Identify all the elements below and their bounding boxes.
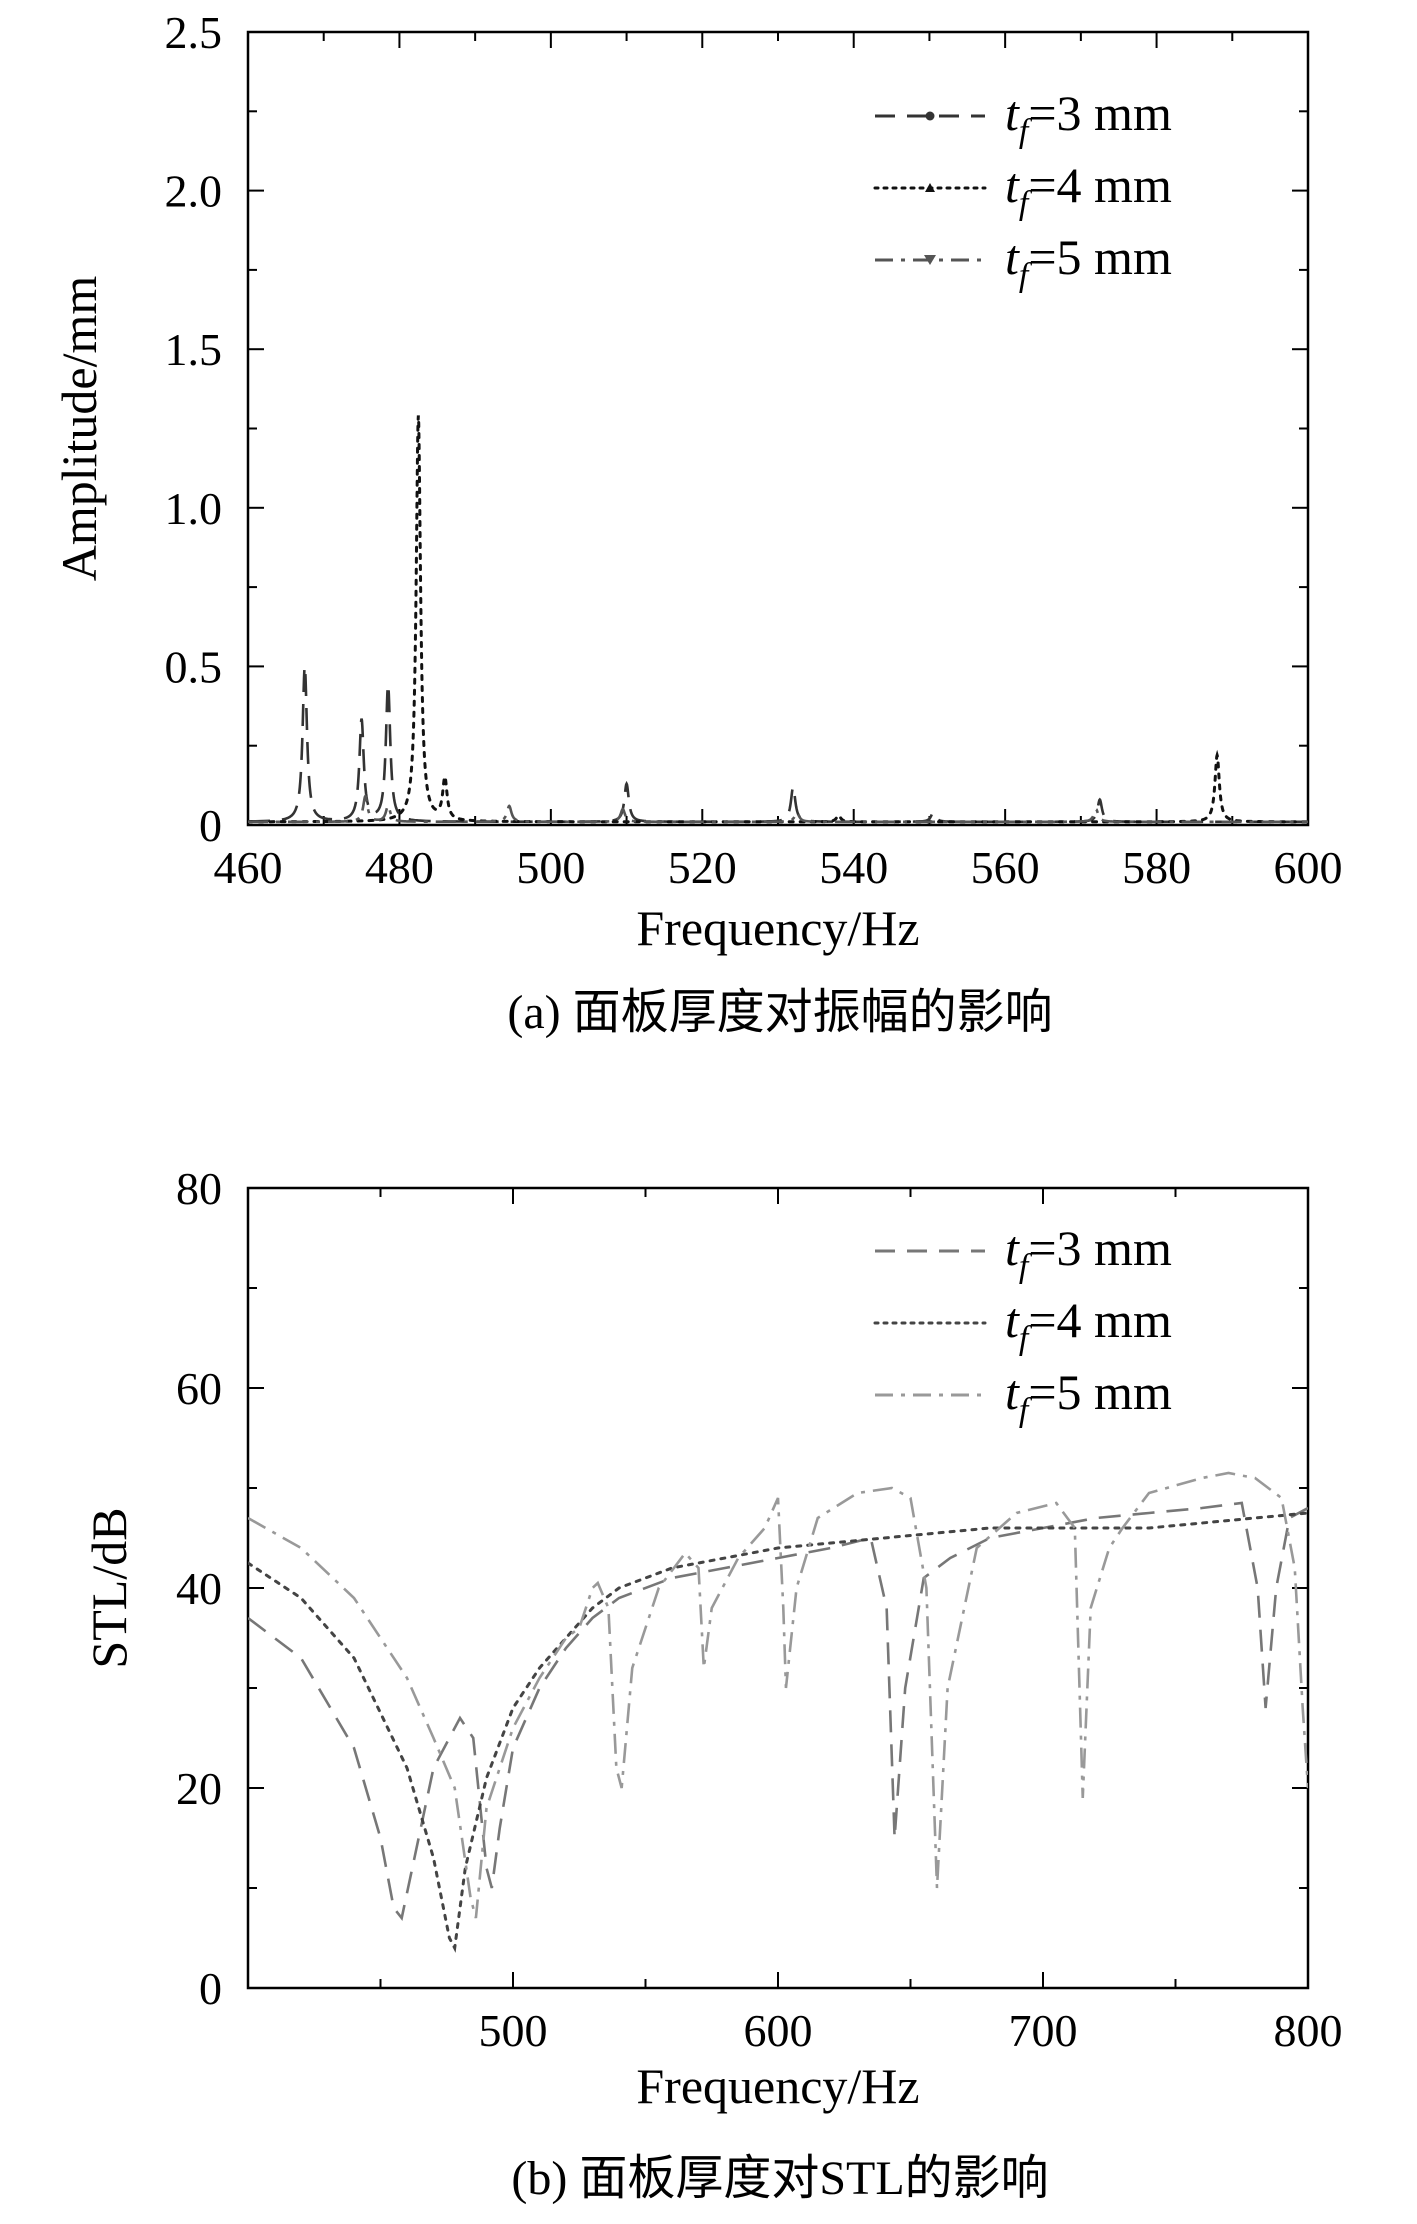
- x-axis-label: Frequency/Hz: [636, 900, 919, 956]
- legend-marker: [925, 111, 935, 121]
- x-axis-label: Frequency/Hz: [636, 2058, 919, 2114]
- legend: tf=3 mm tf=4 mm tf=5 mm: [873, 85, 1172, 294]
- series-line-5mm: [248, 1471, 1308, 1919]
- y-tick-label: 20: [176, 1763, 222, 1814]
- legend-marker: [925, 183, 935, 192]
- y-tick-label: 1.5: [165, 324, 223, 375]
- series-line-4mm: [248, 1511, 1308, 1953]
- x-tick-label: 520: [668, 842, 737, 893]
- legend-label: tf=4 mm: [1005, 1292, 1172, 1357]
- x-tick-label: 540: [819, 842, 888, 893]
- legend-label: tf=5 mm: [1005, 229, 1172, 294]
- y-axis-label: Amplitude/mm: [51, 276, 107, 582]
- y-tick-label: 40: [176, 1563, 222, 1614]
- series-line-5mm: [248, 794, 1308, 824]
- plot-area: [248, 1471, 1308, 1953]
- y-tick-label: 60: [176, 1363, 222, 1414]
- x-tick-label: 480: [365, 842, 434, 893]
- chart-caption: (b) 面板厚度对STL的影响: [511, 2152, 1048, 2205]
- plot-frame: [246, 30, 1310, 827]
- x-tick-label: 500: [479, 2005, 548, 2056]
- legend: tf=3 mm tf=4 mm tf=5 mm: [873, 1220, 1172, 1429]
- legend-marker: [924, 255, 936, 265]
- y-tick-label: 0.5: [165, 641, 223, 692]
- x-tick-label: 700: [1009, 2005, 1078, 2056]
- y-axis-label: STL/dB: [81, 1507, 137, 1668]
- x-tick-label: 580: [1122, 842, 1191, 893]
- series-line-3mm: [248, 1501, 1308, 1921]
- legend-label: tf=3 mm: [1005, 1220, 1172, 1285]
- x-tick-label: 560: [971, 842, 1040, 893]
- plot-area: [248, 415, 1308, 824]
- legend-label: tf=3 mm: [1005, 85, 1172, 150]
- chart-b: 500 600 700 800 0 20 40 60 80 Frequency/Hz STL/dB (…: [81, 1163, 1343, 2205]
- x-tick-label: 460: [214, 842, 283, 893]
- y-tick-label: 80: [176, 1163, 222, 1214]
- x-tick-label: 600: [744, 2005, 813, 2056]
- y-tick-label: 0: [199, 800, 222, 851]
- x-tick-label: 500: [516, 842, 585, 893]
- y-tick-label: 1.0: [165, 483, 223, 534]
- x-tick-label: 800: [1274, 2005, 1343, 2056]
- y-tick-label: 2.0: [165, 166, 223, 217]
- y-tick-label: 0: [199, 1963, 222, 2014]
- x-tick-label: 600: [1274, 842, 1343, 893]
- chart-a: 460 480 500 520 540 560 580 600 0 0.5 1.0 1.5 2.0 2.5…: [51, 7, 1343, 1039]
- y-tick-label: 2.5: [165, 7, 223, 58]
- legend-label: tf=5 mm: [1005, 1364, 1172, 1429]
- chart-caption: (a) 面板厚度对振幅的影响: [507, 986, 1052, 1039]
- legend-label: tf=4 mm: [1005, 157, 1172, 222]
- series-line-4mm: [248, 415, 1308, 824]
